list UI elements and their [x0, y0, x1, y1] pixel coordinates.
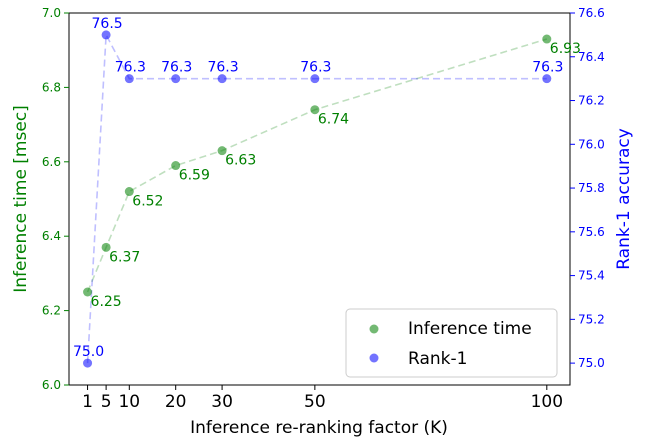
- data-label-inference-time: 6.52: [132, 194, 163, 210]
- y-tick-right-label: 75.6: [578, 225, 605, 239]
- legend-label-rank-1: Rank-1: [408, 349, 467, 369]
- series-points: [83, 30, 552, 368]
- y-tick-right-label: 75.0: [578, 356, 605, 370]
- data-point-rank-1: [310, 74, 320, 84]
- x-tick-label: 10: [118, 392, 140, 412]
- y-axis-left-label: Inference time [msec]: [11, 105, 31, 293]
- data-point-inference-time: [124, 187, 134, 197]
- x-tick-label: 1: [82, 392, 93, 412]
- x-tick-label: 20: [165, 392, 187, 412]
- y-tick-right-label: 75.4: [578, 269, 605, 283]
- y-tick-left-label: 6.0: [42, 378, 61, 392]
- data-point-rank-1: [83, 358, 93, 368]
- data-label-rank-1: 76.3: [161, 60, 192, 76]
- data-point-rank-1: [542, 74, 552, 84]
- x-tick-label: 30: [211, 392, 233, 412]
- data-label-inference-time: 6.63: [225, 153, 256, 169]
- legend-box: [345, 308, 558, 378]
- data-labels: 6.25 6.37 6.52 6.59 6.63 6.74 6.93 75.0 76.5 76.3…: [73, 16, 581, 360]
- x-tick-label: 50: [304, 392, 326, 412]
- data-point-rank-1: [171, 74, 181, 84]
- legend-label-inference-time: Inference time: [408, 319, 532, 339]
- data-point-rank-1: [217, 74, 227, 84]
- y-tick-right-label: 75.2: [578, 312, 605, 326]
- data-label-rank-1: 76.5: [92, 16, 123, 32]
- data-label-inference-time: 6.93: [550, 41, 581, 57]
- x-tick-label: 100: [531, 392, 563, 412]
- data-label-inference-time: 6.59: [179, 168, 210, 184]
- data-label-rank-1: 76.3: [532, 60, 563, 76]
- data-point-inference-time: [171, 161, 181, 171]
- data-point-inference-time: [101, 242, 111, 252]
- data-point-inference-time: [542, 34, 552, 44]
- data-point-inference-time: [310, 105, 320, 115]
- legend-marker-rank-1: [369, 353, 379, 363]
- data-label-rank-1: 76.3: [300, 60, 331, 76]
- y-axis-right-label: Rank-1 accuracy: [614, 128, 634, 270]
- y-tick-right-label: 75.8: [578, 181, 605, 195]
- data-label-inference-time: 6.37: [109, 249, 140, 265]
- y-tick-right-label: 76.0: [578, 137, 605, 151]
- data-label-rank-1: 76.3: [115, 60, 146, 76]
- data-point-rank-1: [101, 30, 111, 40]
- x-tick-label: 5: [101, 392, 112, 412]
- axis-ticks: 1 5 10 20 30 50 100 6.0 6.2 6.4 6.6 6.8 7.0 75.0 75.2 7…: [42, 6, 605, 412]
- data-label-inference-time: 6.25: [91, 294, 122, 310]
- y-tick-left-label: 6.4: [42, 229, 61, 243]
- data-point-inference-time: [217, 146, 227, 156]
- data-label-inference-time: 6.74: [318, 112, 349, 128]
- y-tick-right-label: 76.4: [578, 50, 605, 64]
- y-tick-left-label: 6.2: [42, 304, 61, 318]
- x-axis-label: Inference re-ranking factor (K): [190, 418, 448, 438]
- data-point-inference-time: [83, 287, 93, 297]
- data-label-rank-1: 76.3: [207, 60, 238, 76]
- y-tick-left-label: 7.0: [42, 6, 61, 20]
- y-tick-left-label: 6.8: [42, 80, 61, 94]
- legend: Inference time Rank-1: [345, 308, 558, 378]
- y-tick-right-label: 76.2: [578, 94, 605, 108]
- data-point-rank-1: [124, 74, 134, 84]
- y-tick-right-label: 76.6: [578, 6, 605, 20]
- data-label-rank-1: 75.0: [73, 344, 104, 360]
- y-tick-left-label: 6.6: [42, 155, 61, 169]
- legend-marker-inference-time: [369, 324, 379, 334]
